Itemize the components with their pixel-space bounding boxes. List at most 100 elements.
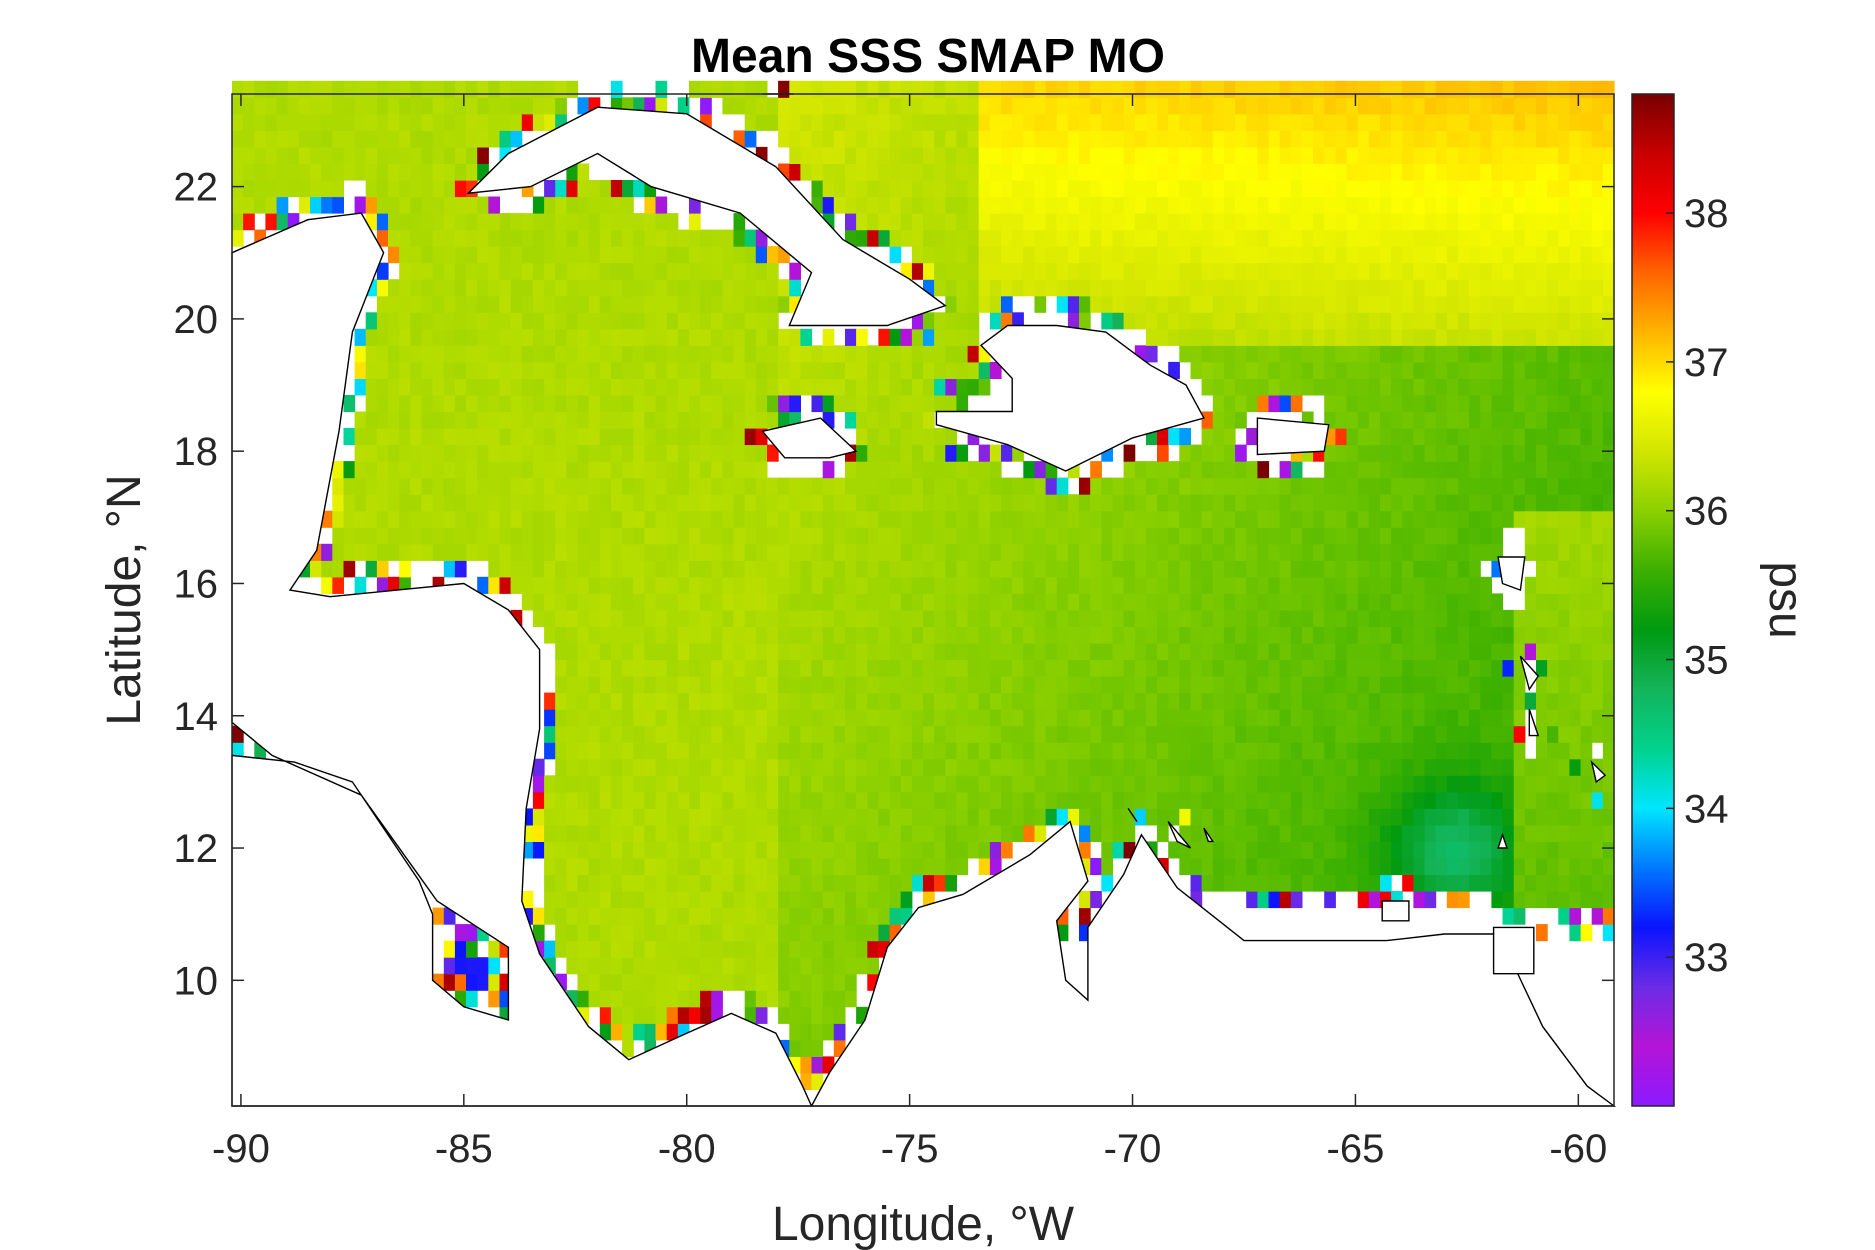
sss-cell — [1223, 312, 1236, 330]
sss-cell — [1357, 444, 1370, 462]
sss-cell — [689, 824, 701, 842]
sss-cell — [1391, 213, 1403, 231]
sss-cell — [1157, 709, 1169, 727]
sss-cell — [1201, 725, 1214, 743]
sss-cell — [521, 510, 534, 528]
sss-cell — [1301, 775, 1314, 793]
sss-cell — [1458, 146, 1470, 164]
sss-cell — [454, 229, 467, 247]
sss-cell — [1380, 146, 1392, 164]
sss-cell — [1491, 428, 1504, 446]
sss-cell — [1279, 97, 1292, 115]
sss-cell — [867, 345, 879, 363]
sss-cell — [1547, 113, 1559, 131]
sss-cell — [1235, 229, 1247, 247]
sss-cell — [677, 957, 690, 975]
sss-cell — [989, 593, 1002, 611]
sss-cell — [1079, 262, 1091, 280]
sss-cell — [555, 609, 567, 627]
sss-cell — [644, 609, 657, 627]
sss-cell — [1056, 213, 1069, 231]
sss-cell — [744, 940, 757, 958]
sss-cell — [622, 725, 634, 743]
sss-cell — [856, 593, 868, 611]
sss-cell — [454, 80, 467, 98]
sss-cell — [388, 295, 400, 313]
sss-cell — [1145, 659, 1158, 677]
sss-cell — [767, 411, 779, 429]
sss-cell — [833, 609, 846, 627]
sss-cell — [577, 659, 590, 677]
sss-cell — [1045, 80, 1058, 98]
sss-cell — [1402, 428, 1414, 446]
sss-cell — [610, 791, 623, 809]
sss-cell — [466, 510, 478, 528]
sss-cell — [1001, 510, 1013, 528]
sss-cell — [1324, 295, 1336, 313]
sss-cell — [956, 345, 969, 363]
sss-cell — [544, 196, 556, 214]
sss-cell — [544, 891, 556, 909]
sss-cell — [1547, 626, 1559, 644]
sss-cell — [1357, 742, 1370, 760]
sss-cell — [989, 676, 1002, 694]
sss-cell — [845, 940, 857, 958]
sss-cell — [1212, 510, 1225, 528]
sss-cell — [811, 593, 824, 611]
sss-cell — [610, 973, 623, 991]
sss-cell — [1368, 130, 1381, 148]
sss-cell — [1458, 527, 1470, 545]
sss-cell — [1313, 824, 1325, 842]
sss-cell — [454, 312, 467, 330]
sss-cell — [889, 246, 902, 264]
sss-cell — [1045, 494, 1058, 512]
sss-cell — [1536, 808, 1548, 826]
sss-cell — [1513, 262, 1526, 280]
sss-cell — [655, 477, 668, 495]
sss-cell — [1313, 841, 1325, 859]
sss-cell — [700, 395, 712, 413]
sss-cell — [1179, 560, 1191, 578]
sss-cell — [1480, 146, 1492, 164]
sss-cell — [1524, 576, 1537, 594]
sss-cell — [532, 295, 545, 313]
sss-cell — [655, 97, 668, 115]
sss-cell — [1502, 626, 1515, 644]
sss-cell — [1212, 593, 1225, 611]
sss-cell — [1368, 378, 1381, 396]
sss-cell — [755, 643, 768, 661]
sss-cell — [1569, 692, 1582, 710]
sss-cell — [376, 229, 389, 247]
sss-cell — [599, 378, 612, 396]
sss-cell — [1123, 609, 1136, 627]
sss-cell — [1368, 874, 1381, 892]
sss-cell — [332, 560, 344, 578]
sss-cell — [477, 97, 489, 115]
sss-cell — [1458, 494, 1470, 512]
sss-cell — [577, 709, 590, 727]
sss-cell — [1290, 676, 1303, 694]
sss-cell — [778, 907, 790, 925]
sss-cell — [700, 229, 712, 247]
sss-cell — [1168, 775, 1180, 793]
sss-cell — [577, 775, 590, 793]
sss-cell — [510, 262, 523, 280]
sss-cell — [934, 361, 946, 379]
sss-cell — [1324, 312, 1336, 330]
sss-cell — [1212, 676, 1225, 694]
sss-cell — [945, 775, 957, 793]
sss-cell — [488, 576, 500, 594]
sss-cell — [733, 378, 746, 396]
sss-cell — [689, 957, 701, 975]
sss-cell — [1268, 692, 1281, 710]
sss-cell — [488, 97, 500, 115]
sss-cell — [1368, 709, 1381, 727]
sss-cell — [666, 709, 679, 727]
sss-cell — [1413, 180, 1426, 198]
sss-cell — [923, 477, 935, 495]
sss-cell — [1313, 576, 1325, 594]
sss-cell — [633, 246, 645, 264]
sss-cell — [1335, 775, 1348, 793]
sss-cell — [1212, 345, 1225, 363]
sss-cell — [1435, 527, 1448, 545]
